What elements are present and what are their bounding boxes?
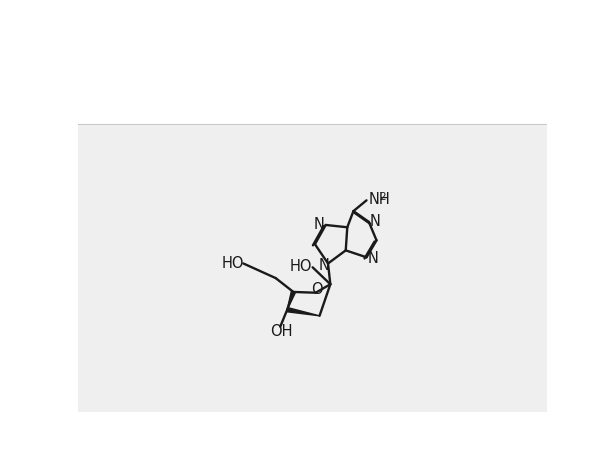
Polygon shape bbox=[287, 307, 320, 316]
Text: NH: NH bbox=[369, 192, 390, 207]
Polygon shape bbox=[287, 291, 295, 310]
Text: HO: HO bbox=[221, 256, 244, 271]
Bar bbox=[78, 125, 548, 412]
Text: OH: OH bbox=[270, 324, 292, 339]
Text: N: N bbox=[319, 257, 329, 273]
Text: N: N bbox=[370, 213, 381, 229]
Text: 2: 2 bbox=[379, 192, 386, 202]
Bar bbox=[78, 56, 548, 125]
Text: N: N bbox=[368, 250, 379, 266]
Text: HO: HO bbox=[289, 259, 312, 274]
Text: N: N bbox=[314, 218, 325, 232]
Text: O: O bbox=[310, 282, 322, 297]
